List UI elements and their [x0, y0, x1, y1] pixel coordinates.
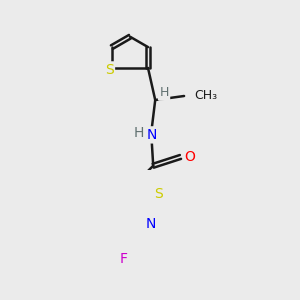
Text: H: H — [133, 126, 144, 140]
Text: O: O — [184, 150, 195, 164]
Text: S: S — [154, 187, 163, 201]
Text: H: H — [159, 86, 169, 99]
Text: N: N — [146, 218, 156, 231]
Text: S: S — [105, 63, 113, 77]
Text: F: F — [120, 252, 128, 266]
Text: N: N — [147, 128, 157, 142]
Text: CH₃: CH₃ — [194, 89, 217, 103]
